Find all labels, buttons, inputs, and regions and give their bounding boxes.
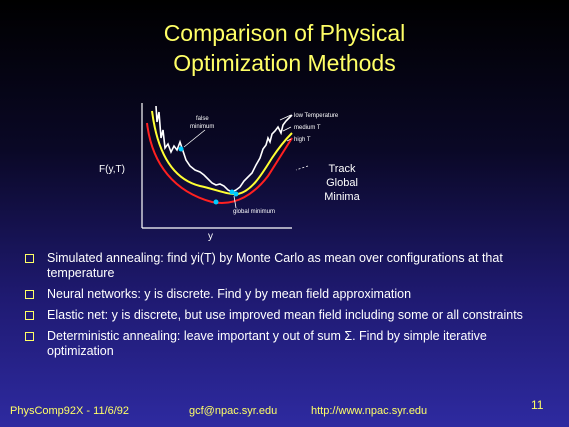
y-axis-label: F(y,T) [99, 164, 125, 175]
footer-course-date: PhysComp92X - 11/6/92 [10, 405, 130, 417]
footer-email: gcf@npac.syr.edu [189, 405, 278, 417]
track-pointer [295, 165, 309, 171]
false-minimum-label: false minimum [190, 116, 214, 130]
checkbox-bullet-icon [25, 254, 34, 263]
global-minimum-marker-high [213, 199, 219, 205]
checkbox-bullet-icon [25, 290, 34, 299]
bullet-text: Neural networks: y is discrete. Find y b… [47, 287, 412, 301]
bullet-simulated-annealing: Simulated annealing: find yi(T) by Monte… [25, 251, 555, 281]
footer-url: http://www.npac.syr.edu [311, 405, 428, 417]
bullet-text: Deterministic annealing: leave important… [47, 329, 487, 358]
low-temperature-curve [155, 105, 293, 193]
checkbox-bullet-icon [25, 332, 34, 341]
bullet-elastic-net: Elastic net: y is discrete, but use impr… [25, 308, 555, 323]
high-temp-pointer [286, 138, 292, 142]
global-minimum-pointer [233, 195, 237, 209]
global-minimum-marker-low [229, 189, 235, 195]
low-temp-pointer [279, 114, 292, 121]
bullet-neural-networks: Neural networks: y is discrete. Find y b… [25, 287, 555, 302]
high-temperature-curve [146, 122, 293, 204]
medium-temp-label: medium T [294, 125, 321, 131]
track-line-2: Global [326, 177, 358, 189]
slide-title: Comparison of Physical Optimization Meth… [0, 18, 569, 78]
high-temp-label: high T [294, 137, 311, 143]
x-axis-label: y [208, 231, 213, 242]
false-label-line: false [196, 116, 209, 122]
bullet-text: Elastic net: y is discrete, but use impr… [47, 308, 523, 322]
title-line-2: Optimization Methods [173, 50, 396, 76]
global-minimum-label: global minimum [233, 209, 275, 215]
false-minimum-marker [178, 146, 184, 152]
page-number: 11 [531, 398, 544, 412]
minimum-label-line: minimum [190, 124, 214, 130]
track-line-1: Track [328, 163, 356, 175]
track-line-3: Minima [324, 191, 360, 203]
medium-temp-pointer [282, 126, 292, 132]
title-line-1: Comparison of Physical [163, 20, 406, 46]
checkbox-bullet-icon [25, 311, 34, 320]
bullet-deterministic-annealing: Deterministic annealing: leave important… [25, 329, 555, 359]
track-global-minima-label: Track Global Minima [312, 162, 372, 204]
false-minimum-pointer [183, 129, 206, 148]
global-minimum-marker-medium [233, 191, 239, 197]
bullet-list: Simulated annealing: find yi(T) by Monte… [25, 251, 555, 365]
bullet-text: Simulated annealing: find yi(T) by Monte… [47, 251, 503, 280]
low-temp-label: low Temperature [294, 113, 339, 119]
